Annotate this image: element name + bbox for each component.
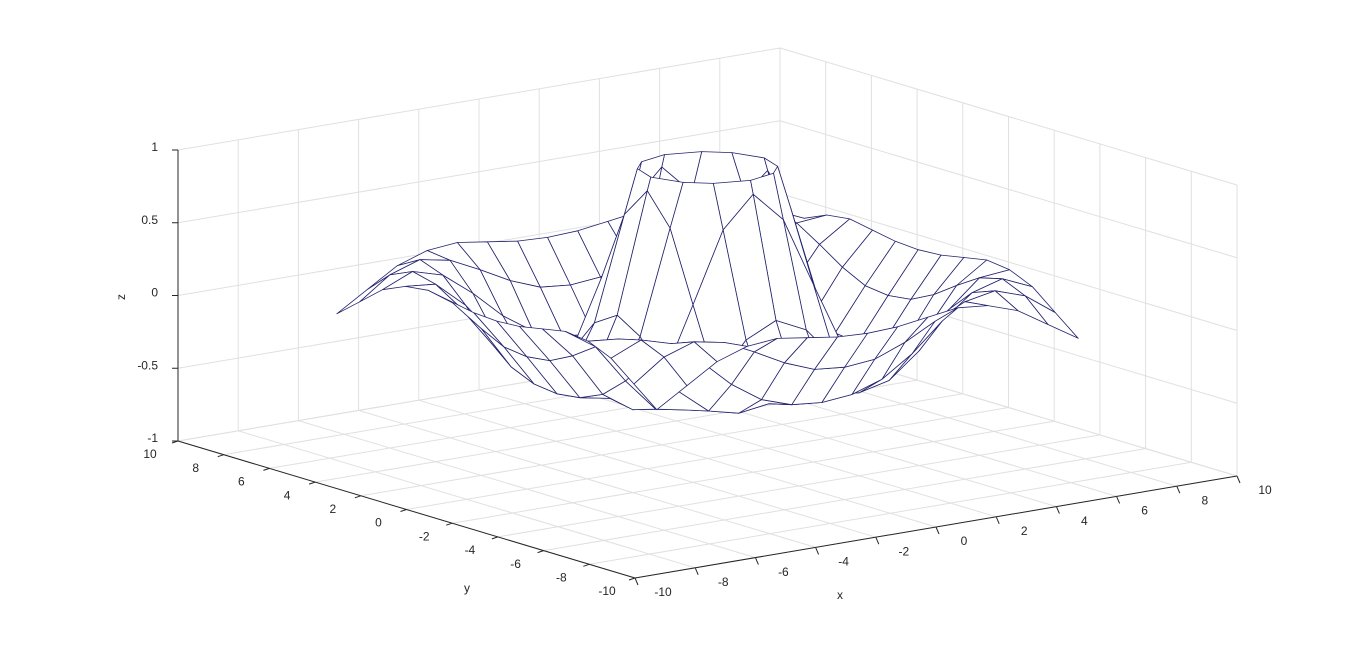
x-tick-label: 0 xyxy=(961,534,968,548)
tick-mark xyxy=(1236,475,1241,484)
tick-mark xyxy=(1116,496,1121,504)
z-tick-label: 0.5 xyxy=(141,213,158,227)
z-tick-label: -1 xyxy=(147,431,158,445)
grid-line xyxy=(406,407,1009,510)
tick-mark xyxy=(400,509,407,512)
x-tick-label: -4 xyxy=(838,555,849,569)
tick-mark xyxy=(583,563,590,567)
tick-mark xyxy=(537,550,544,554)
y-axis-label: y xyxy=(464,581,470,595)
x-tick-label: 4 xyxy=(1081,514,1088,528)
grid-line xyxy=(177,47,781,151)
grid-line xyxy=(779,47,1238,186)
grid-line xyxy=(779,193,1238,331)
x-tick-label: 6 xyxy=(1141,504,1148,518)
x-tick-label: -6 xyxy=(778,565,789,579)
tick-mark xyxy=(815,547,820,555)
y-tick-label: -6 xyxy=(510,557,521,571)
x-tick-label: -10 xyxy=(654,585,672,599)
y-axis-line xyxy=(177,440,636,579)
y-tick-label: -4 xyxy=(465,543,476,557)
tick-mark xyxy=(875,537,880,545)
tick-mark xyxy=(935,526,940,535)
x-tick-label: -8 xyxy=(718,575,729,589)
z-tick-label: 1 xyxy=(151,140,158,154)
grid-line xyxy=(543,448,1146,552)
tick-mark xyxy=(1055,506,1060,514)
x-axis-line xyxy=(634,475,1238,579)
y-tick-label: -10 xyxy=(598,584,616,598)
y-tick-label: -8 xyxy=(556,570,567,584)
x-axis-label: x xyxy=(837,588,843,602)
tick-mark xyxy=(634,577,639,586)
z-tick-label: -0.5 xyxy=(137,358,158,372)
y-tick-label: 2 xyxy=(329,502,336,516)
tick-mark xyxy=(491,536,499,540)
tick-mark xyxy=(754,557,759,565)
x-tick-label: 10 xyxy=(1258,483,1272,497)
grid-line xyxy=(177,120,781,224)
y-tick-label: 10 xyxy=(143,447,157,461)
y-tick-label: 0 xyxy=(375,516,382,530)
grid-line xyxy=(360,393,963,497)
y-tick-label: 6 xyxy=(238,475,245,489)
x-tick-label: 8 xyxy=(1201,493,1208,507)
grid-line xyxy=(452,420,1055,524)
grid-line xyxy=(779,120,1238,259)
x-tick-label: -2 xyxy=(898,544,909,558)
tick-mark xyxy=(354,495,361,499)
grid-line xyxy=(589,461,1192,565)
y-tick-label: 4 xyxy=(284,488,291,502)
z-tick-label: 0 xyxy=(151,286,158,300)
y-tick-label: -2 xyxy=(419,529,430,543)
tick-mark xyxy=(1176,486,1181,494)
grid-line xyxy=(497,434,1100,538)
z-axis-label: z xyxy=(114,294,128,300)
mesh-cell xyxy=(633,356,688,411)
tick-mark xyxy=(446,522,453,526)
tick-mark xyxy=(694,567,699,575)
tick-mark xyxy=(628,577,636,581)
tick-mark xyxy=(308,481,316,485)
tick-mark xyxy=(995,516,1000,524)
x-tick-label: 2 xyxy=(1021,524,1028,538)
tick-mark xyxy=(263,467,270,471)
tick-mark xyxy=(217,454,224,458)
y-tick-label: 8 xyxy=(192,461,199,475)
